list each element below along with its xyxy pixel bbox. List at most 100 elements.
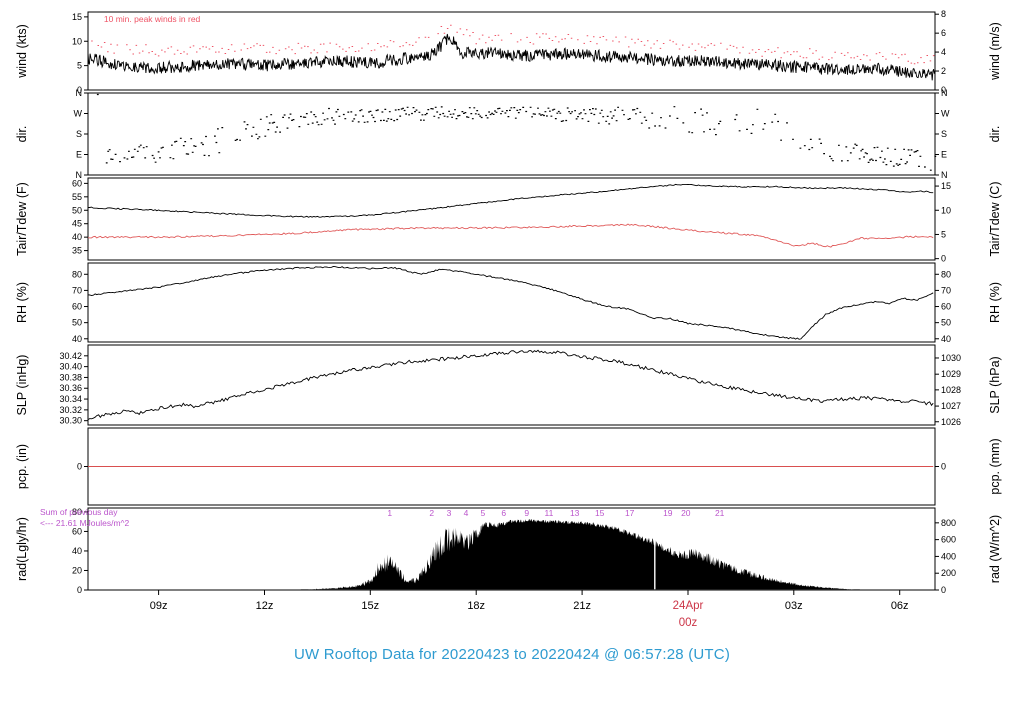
svg-text:rad (W/m^2): rad (W/m^2): [988, 515, 1002, 583]
svg-text:1027: 1027: [941, 401, 961, 411]
svg-text:dir.: dir.: [988, 126, 1002, 143]
svg-text:4: 4: [941, 47, 946, 57]
svg-text:06z: 06z: [891, 600, 909, 612]
svg-text:9: 9: [524, 508, 529, 518]
svg-text:10 min. peak winds in red: 10 min. peak winds in red: [104, 14, 201, 24]
svg-text:0: 0: [77, 85, 82, 95]
svg-text:30.30: 30.30: [59, 416, 82, 426]
svg-text:N: N: [941, 88, 948, 98]
svg-text:50: 50: [72, 205, 82, 215]
svg-text:rad(Lgly/hr): rad(Lgly/hr): [15, 517, 29, 581]
svg-text:SLP (inHg): SLP (inHg): [15, 355, 29, 416]
svg-text:21: 21: [715, 508, 725, 518]
svg-text:20: 20: [72, 565, 82, 575]
svg-text:600: 600: [941, 535, 956, 545]
svg-text:09z: 09z: [150, 600, 168, 612]
svg-text:40: 40: [72, 232, 82, 242]
svg-text:2: 2: [429, 508, 434, 518]
svg-text:40: 40: [941, 334, 951, 344]
svg-text:0: 0: [941, 462, 946, 472]
svg-text:30.36: 30.36: [59, 383, 82, 393]
svg-text:5: 5: [941, 229, 946, 239]
svg-text:W: W: [74, 109, 83, 119]
svg-text:60: 60: [941, 302, 951, 312]
svg-text:N: N: [76, 88, 83, 98]
svg-text:pcp. (mm): pcp. (mm): [988, 438, 1002, 494]
svg-text:30.42: 30.42: [59, 351, 82, 361]
svg-text:dir.: dir.: [15, 126, 29, 143]
svg-text:3: 3: [447, 508, 452, 518]
svg-text:4: 4: [464, 508, 469, 518]
svg-text:70: 70: [72, 285, 82, 295]
svg-text:70: 70: [941, 285, 951, 295]
svg-text:17: 17: [625, 508, 635, 518]
svg-text:30.32: 30.32: [59, 405, 82, 415]
svg-text:S: S: [941, 129, 947, 139]
svg-text:40: 40: [72, 546, 82, 556]
svg-text:E: E: [76, 150, 82, 160]
svg-text:N: N: [941, 170, 948, 180]
svg-text:Tair/Tdew (C): Tair/Tdew (C): [988, 181, 1002, 256]
svg-text:wind (kts): wind (kts): [15, 24, 29, 78]
svg-text:2: 2: [941, 66, 946, 76]
svg-text:15z: 15z: [361, 600, 379, 612]
svg-text:pcp. (in): pcp. (in): [15, 444, 29, 489]
svg-text:60: 60: [72, 178, 82, 188]
svg-text:11: 11: [544, 508, 553, 518]
svg-text:6: 6: [941, 28, 946, 38]
svg-text:0: 0: [941, 85, 946, 95]
svg-text:03z: 03z: [785, 600, 803, 612]
svg-text:RH (%): RH (%): [988, 282, 1002, 323]
svg-text:55: 55: [72, 192, 82, 202]
svg-text:15: 15: [595, 508, 605, 518]
svg-text:15: 15: [72, 12, 82, 22]
svg-text:24Apr: 24Apr: [673, 600, 704, 612]
svg-text:10: 10: [941, 205, 951, 215]
svg-text:60: 60: [72, 302, 82, 312]
svg-text:45: 45: [72, 219, 82, 229]
svg-text:N: N: [76, 170, 83, 180]
svg-text:1028: 1028: [941, 385, 961, 395]
svg-text:80: 80: [941, 269, 951, 279]
svg-text:8: 8: [941, 9, 946, 19]
svg-text:0: 0: [941, 254, 946, 264]
svg-text:6: 6: [501, 508, 506, 518]
svg-text:200: 200: [941, 568, 956, 578]
svg-text:40: 40: [72, 334, 82, 344]
svg-text:10: 10: [72, 36, 82, 46]
svg-text:50: 50: [941, 318, 951, 328]
svg-text:20: 20: [681, 508, 691, 518]
svg-text:RH (%): RH (%): [15, 282, 29, 323]
svg-text:wind (m/s): wind (m/s): [988, 22, 1002, 81]
svg-text:60: 60: [72, 526, 82, 536]
svg-text:0: 0: [77, 585, 82, 595]
svg-text:30.38: 30.38: [59, 372, 82, 382]
svg-text:18z: 18z: [467, 600, 485, 612]
svg-text:12z: 12z: [256, 600, 274, 612]
svg-text:W: W: [941, 109, 950, 119]
svg-text:800: 800: [941, 518, 956, 528]
svg-text:35: 35: [72, 246, 82, 256]
svg-text:50: 50: [72, 318, 82, 328]
svg-text:SLP (hPa): SLP (hPa): [988, 356, 1002, 413]
svg-text:1026: 1026: [941, 417, 961, 427]
svg-text:S: S: [76, 129, 82, 139]
svg-text:E: E: [941, 150, 947, 160]
svg-text:30.40: 30.40: [59, 362, 82, 372]
svg-text:00z: 00z: [679, 617, 698, 629]
svg-text:80: 80: [72, 507, 82, 517]
svg-text:21z: 21z: [573, 600, 591, 612]
svg-text:19: 19: [663, 508, 673, 518]
svg-text:15: 15: [941, 181, 951, 191]
svg-text:5: 5: [77, 61, 82, 71]
svg-text:30.34: 30.34: [59, 394, 82, 404]
svg-text:1030: 1030: [941, 353, 961, 363]
svg-text:13: 13: [570, 508, 580, 518]
svg-text:1: 1: [387, 508, 392, 518]
chart-title: UW Rooftop Data for 20220423 to 20220424…: [293, 646, 731, 663]
svg-text:Tair/Tdew (F): Tair/Tdew (F): [15, 182, 29, 256]
svg-text:<--- 21.61 MJoules/m^2: <--- 21.61 MJoules/m^2: [40, 518, 130, 528]
svg-text:400: 400: [941, 551, 956, 561]
